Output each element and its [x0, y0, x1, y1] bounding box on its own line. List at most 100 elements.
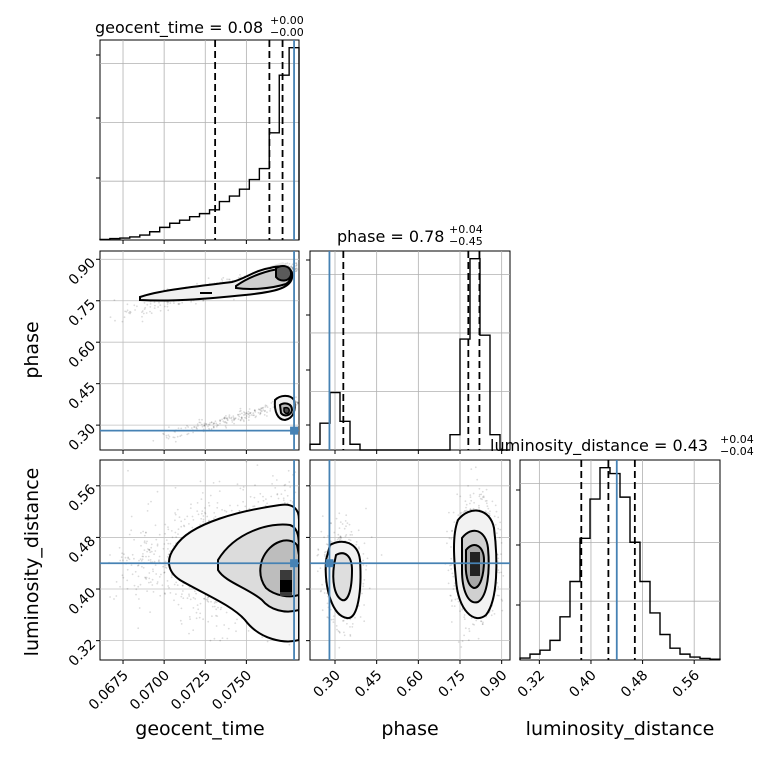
sample-point	[344, 535, 347, 538]
sample-point	[210, 421, 213, 424]
sample-point	[109, 316, 112, 319]
sample-point	[154, 524, 157, 527]
sample-point	[449, 594, 452, 597]
sample-point	[500, 571, 503, 574]
sample-point	[337, 533, 340, 536]
sample-point	[174, 512, 177, 514]
sample-point	[254, 416, 257, 419]
sample-point	[485, 502, 488, 505]
sample-point	[342, 620, 344, 622]
sample-point	[485, 488, 488, 491]
sample-point	[249, 411, 252, 414]
sample-point	[145, 542, 148, 545]
sample-point	[203, 425, 206, 428]
sample-point	[167, 585, 170, 587]
sample-point	[463, 616, 466, 618]
sample-point	[295, 267, 298, 270]
sample-point	[164, 564, 167, 567]
sample-point	[141, 558, 144, 561]
sample-point	[162, 565, 165, 568]
sample-point	[226, 417, 228, 420]
sample-point	[174, 486, 177, 489]
sample-point	[197, 425, 199, 427]
sample-point	[218, 419, 221, 422]
sample-point	[363, 579, 366, 581]
sample-point	[259, 492, 262, 495]
sample-point	[206, 598, 209, 601]
sample-point	[288, 263, 291, 265]
sample-point	[265, 498, 267, 500]
sample-point	[164, 523, 167, 526]
sample-point	[355, 543, 358, 546]
sample-point	[195, 611, 198, 614]
sample-point	[266, 640, 269, 643]
sample-point	[226, 637, 229, 640]
sample-point	[332, 618, 335, 621]
sample-point	[258, 408, 261, 411]
sample-point	[463, 614, 466, 616]
sample-point	[135, 593, 137, 596]
sample-point	[239, 413, 241, 416]
sample-point	[128, 558, 131, 561]
truth-lines	[100, 251, 299, 450]
x-axis-label-geocent-time: geocent_time	[135, 718, 264, 740]
sample-point	[253, 409, 256, 412]
quantile-lines-luminosity-distance	[580, 460, 636, 660]
sample-point	[131, 573, 134, 576]
sample-point	[109, 596, 111, 598]
density-contours	[139, 262, 296, 422]
sample-point	[203, 597, 206, 600]
sample-point	[160, 573, 162, 576]
sample-point	[480, 620, 482, 622]
sample-point	[447, 569, 450, 572]
sample-point	[348, 523, 351, 526]
sample-point	[167, 434, 170, 436]
sample-point	[202, 515, 205, 517]
sample-point	[210, 600, 212, 603]
quantile-lines-phase	[342, 251, 481, 450]
sample-point	[164, 560, 167, 563]
sample-point	[244, 413, 247, 416]
sample-point	[181, 593, 183, 595]
sample-point	[235, 630, 237, 633]
sample-point	[184, 427, 187, 429]
sample-point	[212, 482, 215, 484]
sample-point	[349, 635, 352, 637]
sample-point	[260, 410, 263, 413]
sample-point	[188, 593, 190, 596]
sample-point	[174, 531, 177, 534]
sample-point	[295, 263, 298, 266]
sample-point	[145, 555, 147, 558]
sample-point	[148, 549, 150, 551]
sample-point	[481, 490, 484, 493]
sample-point	[465, 509, 468, 512]
sample-point	[324, 551, 326, 554]
sample-point	[295, 269, 298, 272]
sample-point	[146, 550, 149, 553]
sample-point	[479, 497, 482, 500]
sample-point	[469, 496, 472, 499]
sample-point	[481, 498, 483, 501]
sample-point	[262, 406, 265, 409]
sample-point	[284, 483, 287, 486]
sample-point	[253, 414, 256, 417]
sample-point	[201, 425, 204, 428]
sample-point	[498, 594, 500, 597]
sample-point	[249, 412, 252, 415]
sample-point	[137, 575, 140, 578]
sample-point	[451, 605, 453, 607]
sample-point	[450, 599, 453, 601]
sample-point	[339, 521, 342, 523]
sample-point	[162, 432, 165, 435]
sample-point	[204, 511, 206, 514]
grid-lines	[100, 40, 299, 240]
title-sub-luminosity-distance: −0.04	[720, 445, 754, 458]
sample-point	[180, 595, 183, 598]
sample-point	[120, 556, 123, 559]
sample-point	[254, 409, 256, 412]
sample-point	[153, 301, 156, 304]
sample-point	[226, 417, 229, 420]
sample-point	[137, 627, 140, 630]
sample-point	[262, 409, 265, 411]
sample-point	[151, 578, 154, 581]
